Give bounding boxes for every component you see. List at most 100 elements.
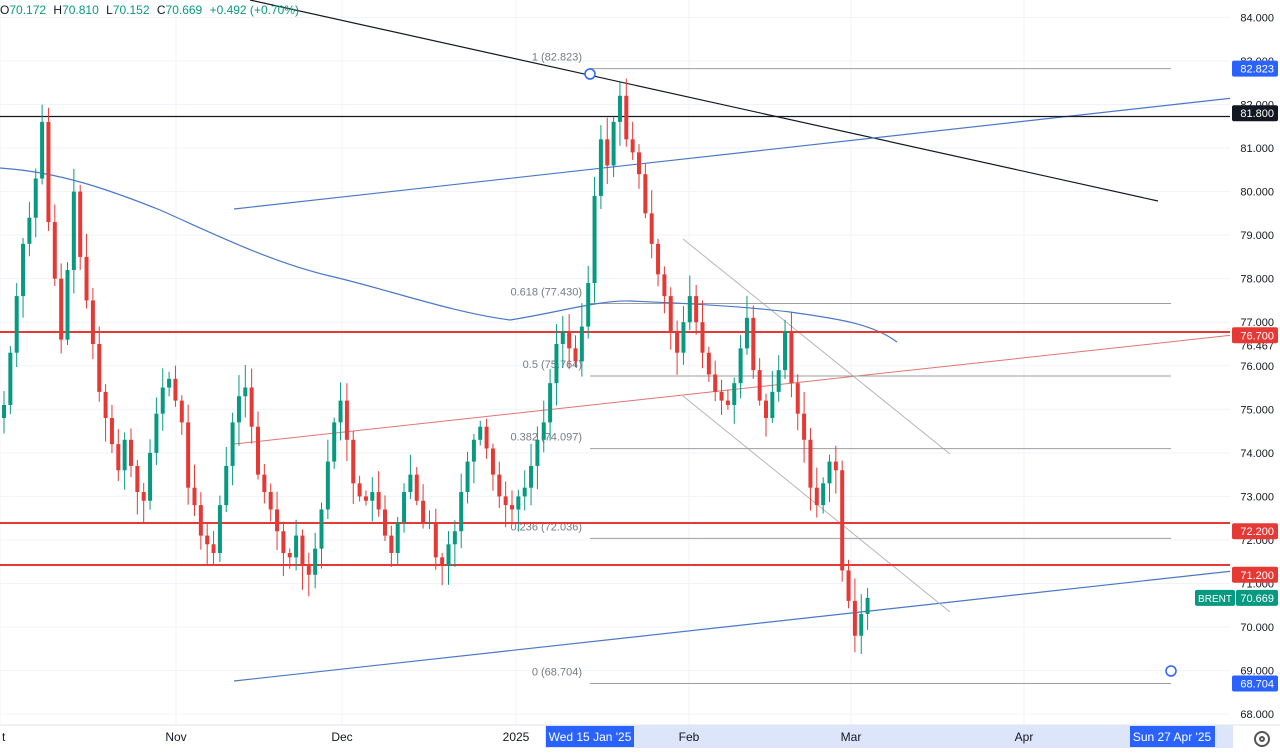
candle[interactable] <box>338 382 343 441</box>
candle[interactable] <box>497 461 502 509</box>
candle[interactable] <box>624 78 629 147</box>
candle[interactable] <box>421 484 426 529</box>
candle[interactable] <box>452 520 457 567</box>
candle[interactable] <box>21 237 26 318</box>
candle[interactable] <box>33 168 38 238</box>
candle[interactable] <box>414 467 419 506</box>
candle[interactable] <box>465 451 470 504</box>
candle[interactable] <box>605 117 610 184</box>
candle[interactable] <box>586 265 591 339</box>
candle[interactable] <box>129 428 133 478</box>
candle[interactable] <box>211 531 216 566</box>
candle[interactable] <box>198 492 203 550</box>
candle[interactable] <box>300 529 305 590</box>
candle[interactable] <box>554 324 559 406</box>
candle[interactable] <box>516 489 521 532</box>
candle[interactable] <box>243 365 248 418</box>
candle[interactable] <box>560 315 565 368</box>
candle[interactable] <box>141 483 146 523</box>
candle[interactable] <box>84 233 89 309</box>
candle[interactable] <box>592 176 597 303</box>
candle[interactable] <box>675 320 680 375</box>
candle[interactable] <box>192 464 197 516</box>
candle[interactable] <box>573 335 578 368</box>
candle[interactable] <box>510 490 514 523</box>
candle[interactable] <box>249 368 254 444</box>
candle[interactable] <box>706 346 711 383</box>
candle[interactable] <box>833 445 838 494</box>
candle[interactable] <box>649 190 654 259</box>
candle[interactable] <box>109 404 114 454</box>
candle[interactable] <box>179 395 184 435</box>
candle[interactable] <box>471 433 476 484</box>
candle[interactable] <box>808 427 813 511</box>
candle[interactable] <box>122 432 127 490</box>
candle[interactable] <box>351 430 356 504</box>
candle[interactable] <box>205 522 210 566</box>
candle[interactable] <box>630 121 635 161</box>
candle[interactable] <box>776 355 781 402</box>
candle[interactable] <box>764 393 768 437</box>
candle[interactable] <box>40 104 45 185</box>
candle[interactable] <box>148 439 153 510</box>
candle[interactable] <box>59 263 64 354</box>
candle[interactable] <box>859 594 864 654</box>
moving-average-line[interactable] <box>0 167 898 343</box>
candle[interactable] <box>484 418 489 459</box>
candle[interactable] <box>268 483 273 522</box>
candle[interactable] <box>459 473 464 549</box>
candle[interactable] <box>840 460 845 582</box>
candle[interactable] <box>344 383 349 462</box>
candle[interactable] <box>719 379 724 415</box>
candle[interactable] <box>795 374 800 431</box>
candle[interactable] <box>52 204 57 287</box>
candle[interactable] <box>490 443 495 491</box>
candle[interactable] <box>821 477 826 514</box>
candle[interactable] <box>643 163 648 219</box>
candle[interactable] <box>611 116 616 178</box>
down-channel-upper[interactable] <box>682 238 951 455</box>
candle[interactable] <box>567 314 572 369</box>
candle[interactable] <box>306 552 311 597</box>
candle[interactable] <box>579 303 584 377</box>
candle[interactable] <box>65 262 70 345</box>
candle[interactable] <box>446 531 451 585</box>
candle[interactable] <box>256 411 260 480</box>
candle[interactable] <box>440 552 445 586</box>
candle[interactable] <box>725 389 730 410</box>
candle[interactable] <box>332 417 337 469</box>
candle[interactable] <box>160 368 165 431</box>
candle[interactable] <box>503 481 508 528</box>
candle[interactable] <box>662 266 667 314</box>
candle[interactable] <box>732 377 737 424</box>
candle[interactable] <box>167 371 172 397</box>
candle[interactable] <box>236 375 241 446</box>
candle[interactable] <box>319 502 324 569</box>
candle[interactable] <box>700 300 705 369</box>
candle[interactable] <box>97 326 102 402</box>
candle[interactable] <box>281 521 286 577</box>
candle[interactable] <box>522 470 527 511</box>
candle[interactable] <box>789 312 794 398</box>
candle[interactable] <box>230 412 235 486</box>
candle[interactable] <box>224 447 229 513</box>
candle[interactable] <box>383 495 387 541</box>
candle[interactable] <box>814 467 819 518</box>
candle[interactable] <box>541 400 546 453</box>
fib-anchor-bottom-handle[interactable] <box>1165 665 1177 677</box>
candle[interactable] <box>27 201 32 257</box>
candle[interactable] <box>535 426 540 490</box>
candle[interactable] <box>186 404 191 505</box>
candle[interactable] <box>681 306 686 365</box>
candle[interactable] <box>8 346 13 415</box>
candle[interactable] <box>668 287 673 350</box>
candle[interactable] <box>376 471 381 517</box>
candle[interactable] <box>713 360 718 402</box>
candle[interactable] <box>135 460 140 515</box>
candle[interactable] <box>751 305 756 379</box>
candle[interactable] <box>71 168 76 294</box>
candle[interactable] <box>14 283 19 367</box>
candle[interactable] <box>427 510 432 530</box>
candle[interactable] <box>846 559 851 609</box>
